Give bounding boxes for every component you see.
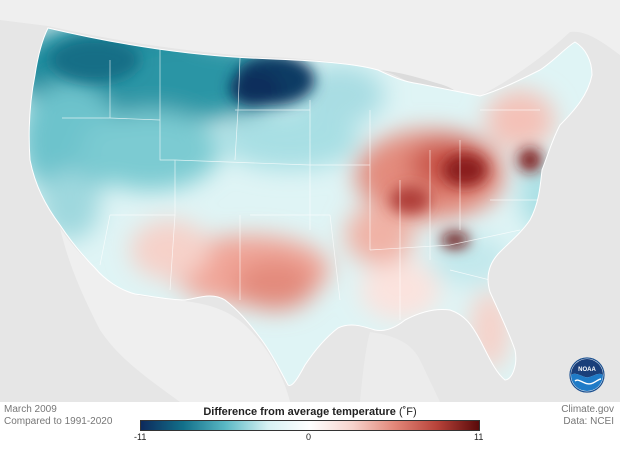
color-legend: Difference from average temperature (˚F)… [134,405,484,443]
legend-title: Difference from average temperature (˚F) [140,405,480,419]
anomaly-field [29,28,593,386]
temperature-anomaly-map [0,0,620,402]
credit-data-source: Data: NCEI [563,416,614,427]
credit-site: Climate.gov [561,404,614,415]
legend-color-bar [140,420,480,431]
map-period: March 2009 [4,404,57,415]
noaa-logo: NOAA [569,357,605,393]
legend-unit: (˚F) [398,406,417,418]
canada-landmass [0,0,620,96]
map-caption: March 2009 Compared to 1991-2020 [4,404,112,428]
map-area: NOAA [0,0,620,402]
legend-title-text: Difference from average temperature [203,406,396,418]
legend-ticks: -11 0 11 [134,431,484,443]
map-baseline: Compared to 1991-2020 [4,416,113,427]
legend-tick-max: 11 [474,432,484,442]
mexico-landmass [60,228,290,402]
noaa-logo-text: NOAA [578,367,596,373]
legend-tick-mid: 0 [306,432,312,442]
legend-tick-min: -11 [134,432,147,442]
map-credits: Climate.gov Data: NCEI [561,404,614,428]
